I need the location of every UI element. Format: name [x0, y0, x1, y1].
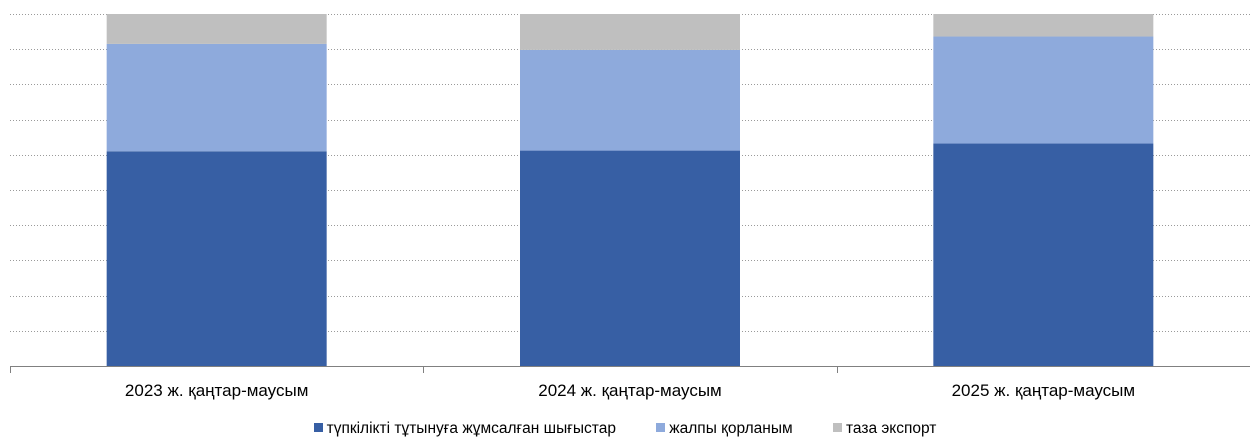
x-tick-label: 2024 ж. қаңтар-маусым [538, 381, 721, 400]
legend: түпкілікті тұтынуға жұмсалған шығыстар ж… [0, 420, 1250, 438]
legend-swatch [832, 423, 842, 433]
bar-segment [106, 14, 327, 44]
x-tick-label: 2025 ж. қаңтар-маусым [952, 381, 1135, 400]
legend-item: жалпы қорланым [656, 420, 793, 438]
bar-segment [933, 143, 1154, 366]
legend-swatch [313, 423, 323, 433]
bar-segment [933, 14, 1154, 37]
bar-segment [106, 151, 327, 366]
bar-segment [520, 150, 740, 366]
bar-segment [933, 36, 1154, 144]
x-tick-label: 2023 ж. қаңтар-маусым [125, 381, 308, 400]
legend-label: таза экспорт [845, 420, 937, 437]
bar-segment [520, 49, 740, 151]
legend-label: жалпы қорланым [669, 420, 793, 437]
bar-segment [106, 43, 327, 152]
legend-label: түпкілікті тұтынуға жұмсалған шығыстар [326, 420, 616, 437]
legend-item: таза экспорт [832, 420, 937, 438]
chart-plot: 2023 ж. қаңтар-маусым 2024 ж. қаңтар-маус… [10, 14, 1250, 400]
bar-segment [520, 14, 740, 50]
legend-swatch [656, 423, 666, 433]
legend-item: түпкілікті тұтынуға жұмсалған шығыстар [313, 420, 616, 438]
